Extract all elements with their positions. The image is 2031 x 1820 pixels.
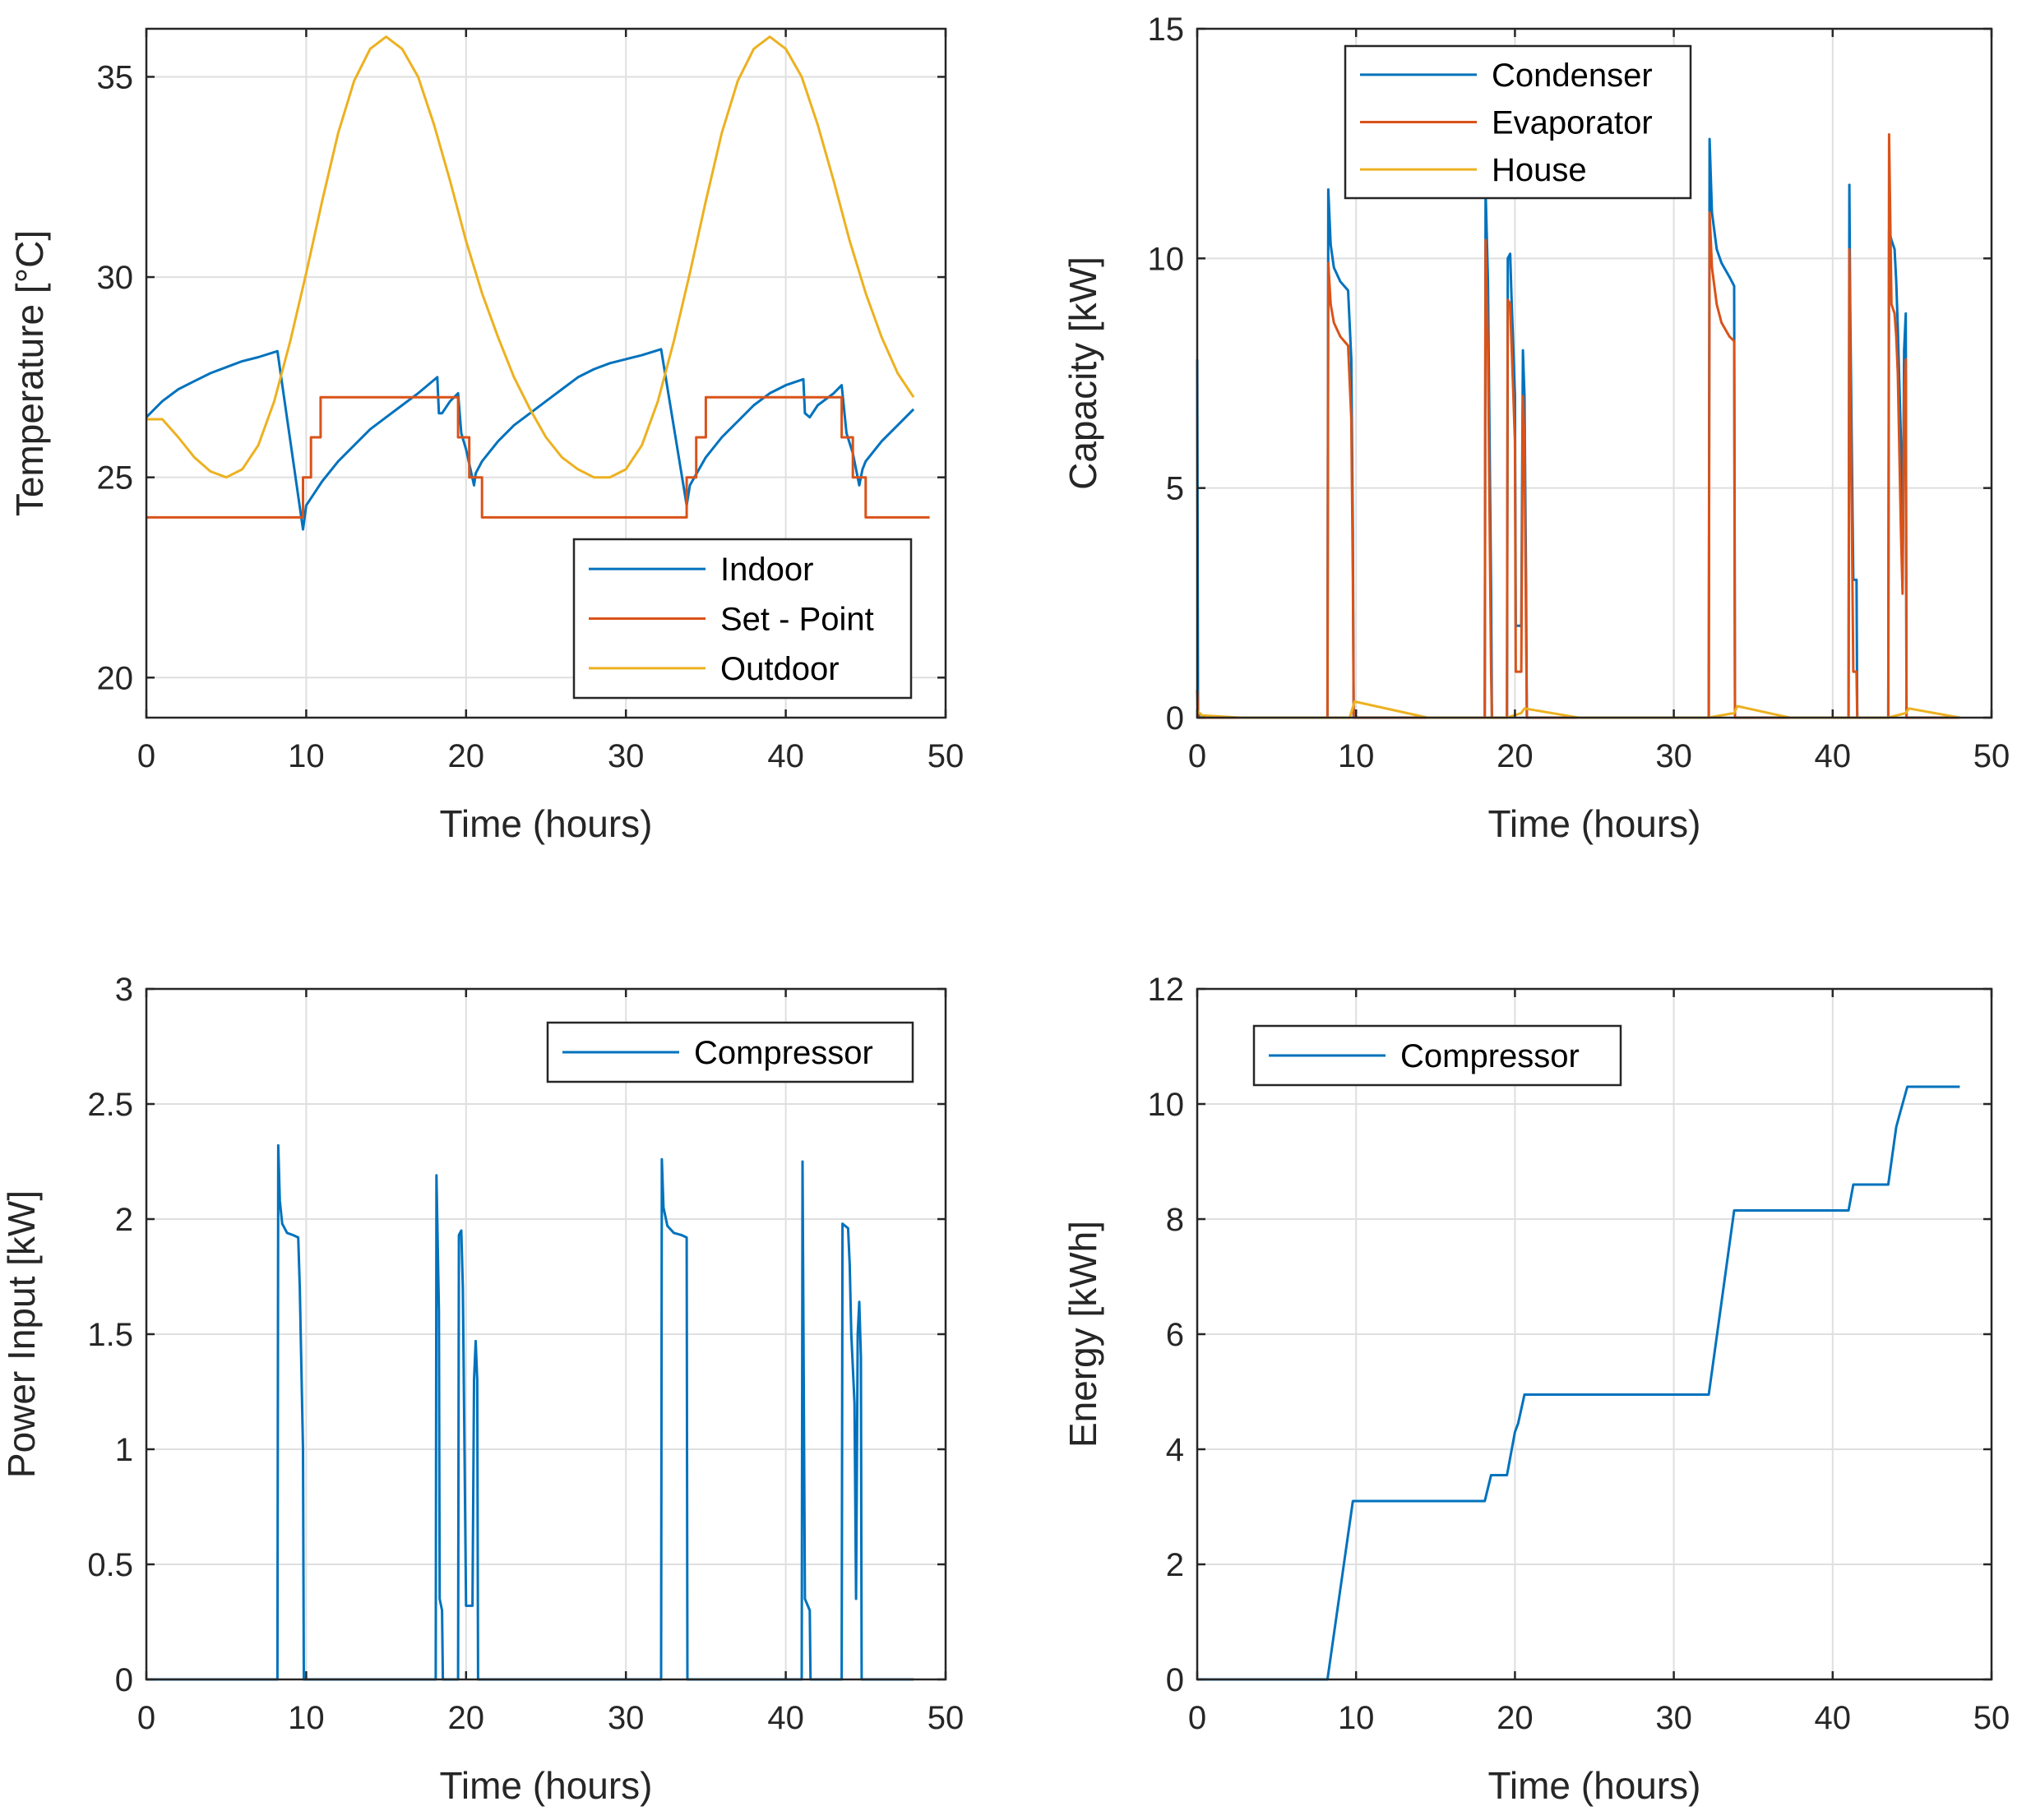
x-tick-label: 20 (448, 1700, 485, 1736)
y-tick-label: 35 (97, 59, 134, 95)
legend-entry: Condenser (1492, 58, 1653, 94)
legend-entry: Compressor (694, 1035, 873, 1071)
legend-entry: Compressor (1400, 1038, 1580, 1074)
y-tick-label: 0 (115, 1662, 133, 1698)
x-tick-label: 50 (928, 738, 965, 774)
y-tick-label: 12 (1148, 972, 1185, 1008)
y-tick-label: 1.5 (87, 1317, 133, 1353)
x-tick-label: 30 (1655, 1700, 1692, 1736)
y-tick-label: 20 (97, 660, 134, 696)
y-axis-label: Power Input [kW] (0, 1190, 43, 1478)
y-tick-label: 2 (1166, 1547, 1184, 1583)
legend-entry: Set - Point (720, 602, 874, 638)
plot-area-box (145, 27, 947, 719)
gridlines (1196, 988, 1992, 1680)
x-tick-label: 0 (1188, 738, 1206, 774)
series-line-set-point (146, 395, 930, 519)
chart-panel-3: 0 10 20 30 40 50 0 0.5 1 1.5 2 2.5 3 Time (hours) Powe… (0, 972, 964, 1807)
series-line-outdoor (146, 35, 915, 479)
y-tick-label: 5 (1166, 471, 1184, 507)
x-tick-label: 30 (1655, 738, 1692, 774)
legend-entry: Outdoor (720, 651, 840, 687)
series-lines (1196, 133, 1960, 719)
x-tick-label: 20 (448, 738, 485, 774)
x-tick-label: 0 (137, 1700, 155, 1736)
series-line-compressor (1197, 1085, 1960, 1681)
legend: Compressor (1252, 1024, 1622, 1087)
y-tick-label: 8 (1166, 1202, 1184, 1238)
y-axis-label: Temperature [°C] (8, 230, 51, 516)
legend-entry: Evaporator (1492, 105, 1653, 141)
x-tick-label: 50 (1973, 738, 2010, 774)
x-tick-label: 30 (608, 1700, 645, 1736)
y-tick-label: 0 (1166, 1662, 1184, 1698)
ticks: 0 10 20 30 40 50 0 0.5 1 1.5 2 2.5 3 (87, 972, 964, 1736)
y-tick-label: 15 (1148, 12, 1185, 48)
y-tick-label: 2 (115, 1202, 133, 1238)
y-tick-label: 10 (1148, 241, 1185, 277)
x-axis-label: Time (hours) (440, 802, 653, 845)
x-tick-label: 40 (1815, 1700, 1852, 1736)
ticks: 0 10 20 30 40 50 0 2 4 6 8 10 12 (1148, 972, 2010, 1736)
chart-panel-4: 0 10 20 30 40 50 0 2 4 6 8 10 12 Time (hours) Energy [… (1062, 972, 2010, 1807)
chart-panel-2: 0 10 20 30 40 50 0 5 10 15 Time (hours) Capacity [k… (1062, 12, 2010, 845)
x-tick-label: 0 (1188, 1700, 1206, 1736)
legend: Compressor (546, 1021, 914, 1083)
series-lines (145, 35, 930, 531)
x-tick-label: 30 (608, 738, 645, 774)
x-axis-label: Time (hours) (1488, 802, 1701, 845)
y-tick-label: 3 (115, 972, 133, 1008)
y-tick-label: 6 (1166, 1317, 1184, 1353)
x-tick-label: 10 (1338, 1700, 1375, 1736)
legend-entry: House (1492, 152, 1587, 188)
y-tick-label: 30 (97, 260, 134, 296)
series-line-evaporator (1196, 133, 1960, 719)
ticks: 0 10 20 30 40 50 20 25 30 35 (97, 29, 965, 774)
y-axis-label: Energy [kWh] (1062, 1221, 1104, 1448)
x-axis-label: Time (hours) (1488, 1764, 1701, 1807)
series-line-house (1196, 700, 1960, 719)
x-tick-label: 0 (137, 738, 155, 774)
y-axis-label: Capacity [kW] (1062, 256, 1104, 490)
x-tick-label: 10 (288, 1700, 325, 1736)
y-tick-label: 10 (1148, 1087, 1185, 1123)
series-line-indoor (145, 348, 915, 531)
x-tick-label: 50 (1973, 1700, 2010, 1736)
y-tick-label: 0.5 (87, 1547, 133, 1583)
chart-panel-1: 0 10 20 30 40 50 20 25 30 35 Time (hours) Temperatu… (8, 27, 965, 845)
y-tick-label: 0 (1166, 700, 1184, 737)
x-tick-label: 20 (1497, 738, 1534, 774)
legend: Condenser Evaporator House (1344, 44, 1692, 200)
x-axis-label: Time (hours) (440, 1764, 653, 1807)
y-tick-label: 25 (97, 460, 134, 497)
ticks: 0 10 20 30 40 50 0 5 10 15 (1148, 12, 2010, 774)
y-tick-label: 4 (1166, 1432, 1184, 1468)
x-tick-label: 20 (1497, 1700, 1534, 1736)
legend-entry: Indoor (720, 552, 813, 588)
x-tick-label: 50 (928, 1700, 965, 1736)
plot-area-box (1196, 27, 1993, 719)
y-tick-label: 1 (115, 1432, 133, 1468)
x-tick-label: 40 (767, 1700, 804, 1736)
x-tick-label: 40 (767, 738, 804, 774)
series-line-compressor (146, 1143, 914, 1681)
x-tick-label: 10 (288, 738, 325, 774)
series-line-condenser (1196, 137, 1960, 719)
series-lines (146, 1143, 914, 1681)
legend-box (546, 1021, 914, 1083)
x-tick-label: 10 (1338, 738, 1375, 774)
x-tick-label: 40 (1815, 738, 1852, 774)
gridlines (146, 988, 946, 1680)
legend: Indoor Set - Point Outdoor (572, 538, 913, 700)
y-tick-label: 2.5 (87, 1087, 133, 1123)
series-lines (1197, 1085, 1960, 1681)
